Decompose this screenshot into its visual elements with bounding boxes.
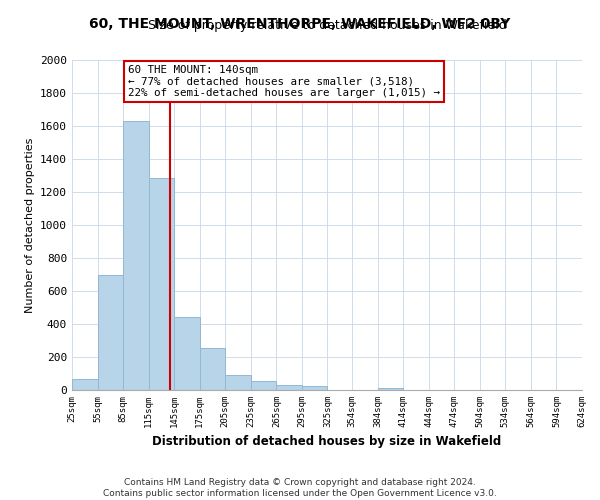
Bar [123,121,149,390]
Bar [251,381,277,390]
Y-axis label: Number of detached properties: Number of detached properties [25,138,35,312]
Bar [225,375,251,390]
Bar [174,318,200,390]
Bar [302,386,328,390]
Bar [72,380,98,390]
Text: 60, THE MOUNT, WRENTHORPE, WAKEFIELD, WF2 0BY: 60, THE MOUNT, WRENTHORPE, WAKEFIELD, WF… [89,18,511,32]
Bar [98,276,123,390]
Bar [277,385,302,390]
Text: Contains HM Land Registry data © Crown copyright and database right 2024.
Contai: Contains HM Land Registry data © Crown c… [103,478,497,498]
Bar [200,348,225,390]
Bar [377,388,403,390]
Bar [149,178,174,390]
Title: Size of property relative to detached houses in Wakefield: Size of property relative to detached ho… [148,20,506,32]
Text: 60 THE MOUNT: 140sqm
← 77% of detached houses are smaller (3,518)
22% of semi-de: 60 THE MOUNT: 140sqm ← 77% of detached h… [128,65,440,98]
X-axis label: Distribution of detached houses by size in Wakefield: Distribution of detached houses by size … [152,436,502,448]
